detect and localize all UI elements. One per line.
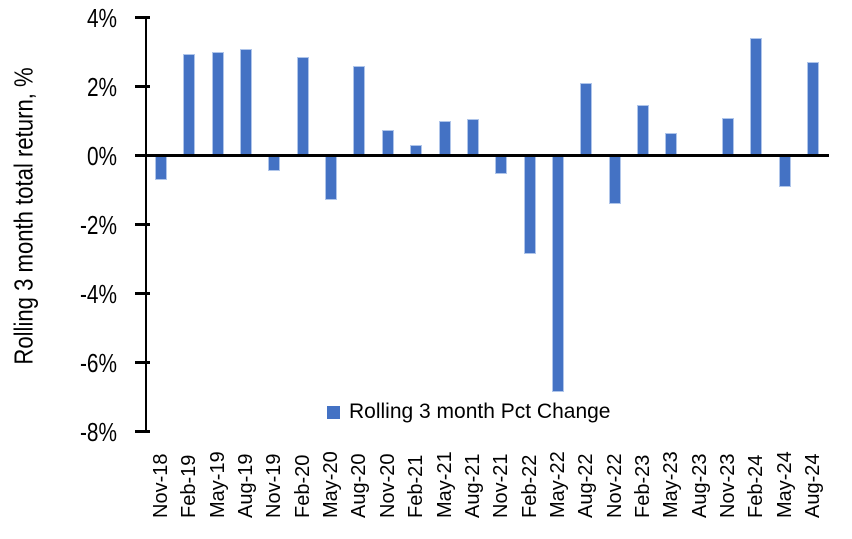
x-axis-tick-label: Nov-22 (603, 453, 626, 518)
y-axis-tick-mark (135, 430, 150, 433)
x-axis-tick-label: Nov-21 (490, 453, 513, 518)
y-axis-tick-mark (135, 85, 150, 88)
bar-Nov-19 (268, 155, 281, 172)
y-axis-title: Rolling 3 month total return, % (8, 67, 39, 365)
bar-Nov-21 (495, 155, 508, 175)
bar-Feb-23 (636, 105, 649, 156)
x-axis-tick-label: Aug-21 (461, 453, 484, 519)
y-axis-tick-label: -6% (80, 347, 117, 378)
x-axis-tick-label: Feb-21 (405, 454, 428, 518)
y-axis-tick-label: -4% (80, 278, 117, 309)
bar-Feb-22 (523, 155, 536, 254)
x-axis-tick-label: May-23 (660, 451, 683, 518)
bar-May-20 (325, 155, 338, 201)
x-axis-tick-label: Aug-20 (348, 453, 371, 519)
y-axis-tick-mark (135, 154, 150, 157)
x-axis-tick-label: Aug-24 (802, 453, 825, 519)
bar-May-19 (211, 52, 224, 156)
x-axis-tick-label: Aug-22 (575, 453, 598, 519)
y-axis-tick-mark (135, 16, 150, 19)
x-axis-tick-label: Aug-23 (688, 453, 711, 519)
y-axis-tick-label: -8% (80, 416, 117, 447)
bar-Feb-19 (183, 53, 196, 156)
legend: Rolling 3 month Pct Change (327, 399, 611, 425)
x-axis-tick-label: May-20 (320, 451, 343, 518)
x-axis-tick-label: Feb-22 (518, 454, 541, 518)
bar-Nov-23 (722, 117, 734, 156)
x-axis-tick-label: Feb-19 (178, 454, 201, 518)
bar-Aug-24 (807, 62, 820, 156)
y-axis-line (144, 16, 147, 433)
x-axis-tick-label: Nov-20 (376, 453, 399, 518)
bar-Nov-22 (608, 155, 621, 204)
bar-Feb-24 (750, 38, 763, 156)
y-axis-tick-label: 2% (86, 71, 117, 102)
x-axis-tick-label: Feb-20 (291, 454, 314, 518)
y-axis-tick-label: 0% (86, 140, 117, 171)
x-axis-tick-label: May-24 (773, 451, 796, 518)
x-axis-tick-label: May-22 (546, 451, 569, 518)
y-axis-tick-mark (135, 292, 150, 295)
bar-Feb-20 (296, 57, 309, 156)
bar-Aug-20 (353, 65, 366, 156)
bar-Aug-22 (580, 83, 593, 156)
x-axis-tick-label: May-21 (433, 451, 456, 518)
x-axis-tick-label: Feb-23 (631, 454, 654, 518)
bar-May-23 (665, 133, 678, 156)
y-axis-tick-mark (135, 361, 150, 364)
zero-axis-line (146, 154, 829, 157)
bar-Nov-20 (381, 129, 394, 156)
x-axis-tick-label: Nov-19 (263, 453, 286, 518)
bar-May-24 (778, 155, 791, 187)
x-axis-tick-label: Nov-23 (717, 453, 739, 518)
legend-label: Rolling 3 month Pct Change (349, 400, 611, 423)
x-axis-tick-label: May-19 (206, 451, 229, 518)
y-axis-tick-label: -2% (80, 209, 117, 240)
x-axis-tick-label: Nov-18 (150, 453, 172, 518)
bar-May-21 (438, 121, 451, 156)
y-axis-tick-mark (135, 223, 150, 226)
bar-Nov-18 (155, 155, 167, 180)
bar-Aug-19 (240, 48, 253, 156)
y-axis-tick-label: 4% (86, 2, 117, 33)
x-axis-tick-label: Feb-24 (745, 454, 768, 518)
bar-Aug-21 (466, 119, 479, 156)
legend-marker-swatch (327, 405, 340, 419)
bar-May-22 (551, 155, 564, 392)
x-axis-tick-label: Aug-19 (235, 453, 258, 519)
